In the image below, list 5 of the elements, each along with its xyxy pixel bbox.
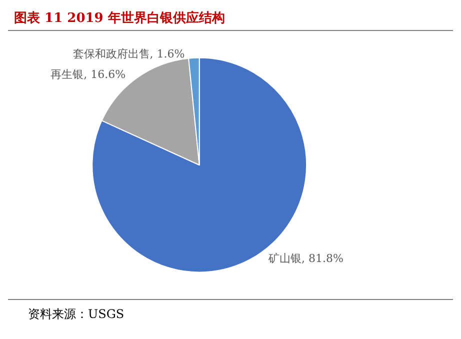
slice-label: 矿山银, 81.8% xyxy=(268,252,344,266)
slice-label: 套保和政府出售, 1.6% xyxy=(72,47,185,60)
slice-label: 再生银, 16.6% xyxy=(50,68,126,82)
chart-title: 图表 11 2019 年世界白银供应结构 xyxy=(8,8,453,31)
text: 资料来源：USGS xyxy=(28,306,126,323)
